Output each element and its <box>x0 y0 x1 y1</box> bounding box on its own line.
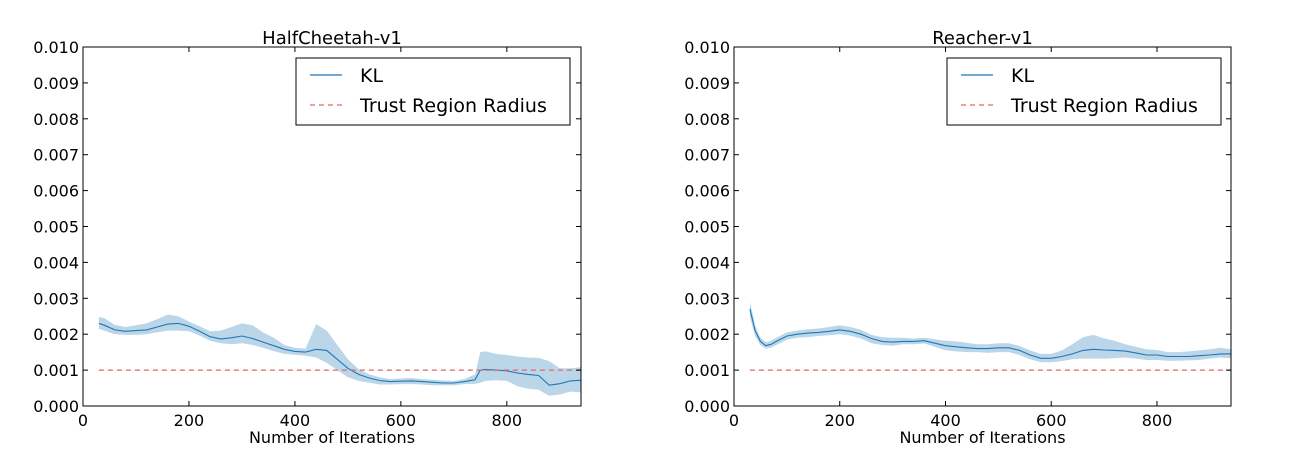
legend-box <box>946 57 1222 126</box>
y-tick-label: 0.007 <box>684 146 730 165</box>
legend-trust-region-label: Trust Region Radius <box>359 95 547 117</box>
kl-confidence-band <box>98 314 582 396</box>
y-tick-label: 0.010 <box>33 38 79 57</box>
y-tick-label: 0.002 <box>684 325 730 344</box>
x-axis-label: Number of Iterations <box>899 428 1065 447</box>
x-tick-label: 0 <box>729 411 739 430</box>
y-tick-label: 0.001 <box>684 361 730 380</box>
y-tick-label: 0.004 <box>33 253 79 272</box>
reacher-panel: 0.000 0.001 0.002 0.003 0.004 0.005 0.006 0.007… <box>684 28 1232 447</box>
y-tick-label: 0.008 <box>684 110 730 129</box>
x-tick-label: 800 <box>492 411 523 430</box>
legend-kl-label: KL <box>1011 65 1034 87</box>
x-axis-label: Number of Iterations <box>249 428 415 447</box>
legend-kl-label: KL <box>360 65 383 87</box>
y-tick-label: 0.003 <box>684 289 730 308</box>
x-tick-label: 800 <box>1142 411 1173 430</box>
halfcheetah-panel: 0.000 0.001 0.002 0.003 0.004 0.005 0.006 0.007… <box>33 28 582 447</box>
kl-line <box>749 308 1231 359</box>
x-tick-label: 400 <box>280 411 311 430</box>
y-tick-label: 0.000 <box>684 397 730 416</box>
y-tick-label: 0.008 <box>33 110 79 129</box>
y-tick-label: 0.001 <box>33 361 79 380</box>
x-tick-label: 400 <box>930 411 961 430</box>
kl-confidence-band <box>749 301 1231 363</box>
x-tick-label: 0 <box>78 411 88 430</box>
x-tick-label: 200 <box>824 411 855 430</box>
legend-box <box>295 57 571 126</box>
x-tick-label: 600 <box>1036 411 1067 430</box>
x-tick-label: 600 <box>386 411 417 430</box>
y-tick-label: 0.005 <box>33 218 79 237</box>
chart-title: HalfCheetah-v1 <box>262 28 402 49</box>
chart-title: Reacher-v1 <box>932 28 1033 49</box>
y-tick-label: 0.005 <box>684 218 730 237</box>
y-tick-label: 0.006 <box>33 182 79 201</box>
y-tick-label: 0.004 <box>684 253 730 272</box>
y-tick-label: 0.009 <box>684 74 730 93</box>
y-tick-label: 0.010 <box>684 38 730 57</box>
y-tick-label: 0.003 <box>33 289 79 308</box>
y-tick-label: 0.009 <box>33 74 79 93</box>
y-tick-label: 0.006 <box>684 182 730 201</box>
y-tick-label: 0.000 <box>33 397 79 416</box>
y-tick-label: 0.007 <box>33 146 79 165</box>
y-tick-label: 0.002 <box>33 325 79 344</box>
legend-trust-region-label: Trust Region Radius <box>1010 95 1198 117</box>
x-tick-label: 200 <box>174 411 205 430</box>
